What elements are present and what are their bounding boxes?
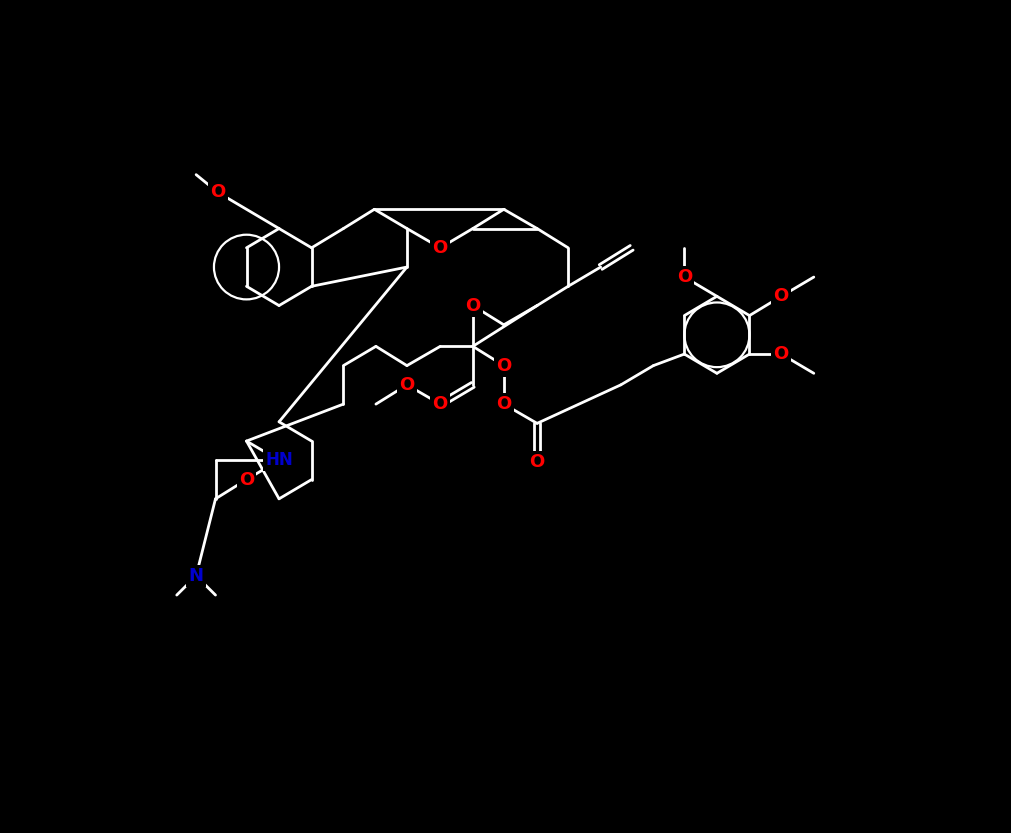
Text: O: O [433, 239, 448, 257]
Text: O: O [773, 287, 789, 306]
Text: O: O [465, 297, 480, 315]
Text: O: O [496, 395, 512, 413]
Text: O: O [530, 453, 545, 471]
Text: O: O [210, 183, 225, 202]
Text: O: O [496, 357, 512, 375]
Text: O: O [773, 345, 789, 363]
Text: O: O [399, 376, 415, 394]
Text: O: O [676, 268, 692, 286]
Text: O: O [239, 471, 254, 489]
Text: O: O [433, 395, 448, 413]
Text: HN: HN [265, 451, 293, 469]
Text: N: N [189, 566, 203, 585]
